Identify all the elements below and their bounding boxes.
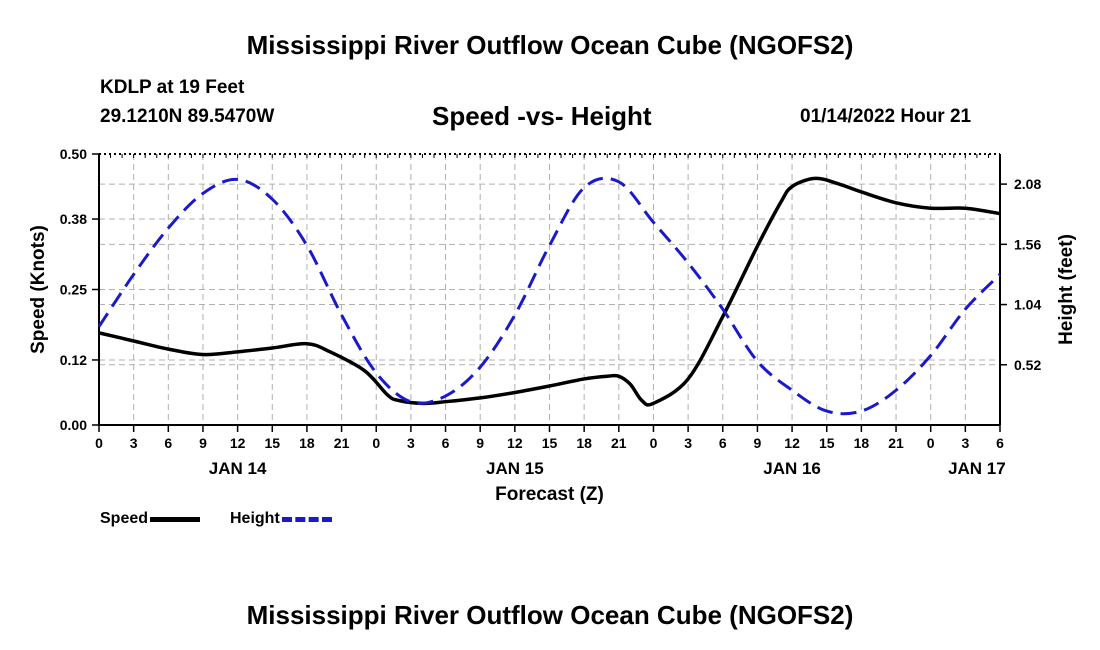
x-tick-label: 3 — [961, 435, 969, 451]
legend-height: Height — [230, 510, 332, 528]
coordinates-label: 29.1210N 89.5470W — [100, 106, 275, 127]
x-day-label: JAN 17 — [948, 459, 1006, 478]
x-tick-label: 3 — [684, 435, 692, 451]
legend-height-swatch — [281, 516, 332, 522]
x-tick-label: 9 — [199, 435, 207, 451]
x-tick-label: 9 — [476, 435, 484, 451]
station-label: KDLP at 19 Feet — [100, 77, 245, 98]
x-tick-label: 9 — [754, 435, 762, 451]
x-tick-label: 6 — [996, 435, 1004, 451]
series-line-speed — [98, 176, 1001, 407]
legend-speed: Speed — [100, 510, 201, 528]
y-axis-title-right: Height (feet) — [1056, 234, 1077, 345]
x-tick-label: 6 — [164, 435, 172, 451]
x-axis-title: Forecast (Z) — [495, 484, 604, 505]
y-tick-label-right: 1.04 — [1014, 297, 1041, 313]
y-axis-title-left: Speed (Knots) — [28, 225, 49, 354]
y-tick-label-right: 1.56 — [1014, 236, 1041, 252]
x-tick-label: 0 — [650, 435, 658, 451]
x-tick-label: 18 — [576, 435, 592, 451]
x-tick-label: 6 — [442, 435, 450, 451]
x-day-label: JAN 16 — [763, 459, 821, 478]
x-tick-label: 18 — [854, 435, 870, 451]
legend-speed-label: Speed — [100, 510, 149, 527]
x-tick-label: 12 — [507, 435, 523, 451]
y-tick-label-left: 0.25 — [60, 282, 87, 298]
x-tick-label: 12 — [784, 435, 800, 451]
y-tick-label-left: 0.00 — [60, 417, 87, 433]
x-tick-label: 15 — [819, 435, 835, 451]
x-tick-label: 15 — [264, 435, 280, 451]
x-tick-label: 6 — [719, 435, 727, 451]
x-tick-label: 15 — [542, 435, 558, 451]
x-tick-label: 3 — [407, 435, 415, 451]
y-tick-label-right: 2.08 — [1014, 176, 1041, 192]
x-tick-label: 21 — [611, 435, 627, 451]
legend-speed-swatch — [150, 516, 201, 522]
chart-subtitle: Speed -vs- Height — [432, 101, 652, 131]
x-day-label: JAN 14 — [209, 459, 267, 478]
y-tick-label-left: 0.50 — [60, 146, 87, 162]
footer-title: Mississippi River Outflow Ocean Cube (NG… — [246, 600, 854, 630]
legend-height-label: Height — [230, 510, 280, 527]
x-tick-label: 21 — [334, 435, 350, 451]
y-tick-label-left: 0.38 — [60, 211, 87, 227]
x-tick-label: 18 — [299, 435, 315, 451]
x-tick-label: 3 — [130, 435, 138, 451]
x-tick-label: 0 — [927, 435, 935, 451]
forecast-datetime: 01/14/2022 Hour 21 — [800, 106, 972, 127]
x-tick-label: 12 — [230, 435, 246, 451]
y-tick-label-right: 0.52 — [1014, 357, 1041, 373]
chart-title: Mississippi River Outflow Ocean Cube (NG… — [246, 30, 854, 60]
x-tick-label: 0 — [372, 435, 380, 451]
x-tick-label: 0 — [95, 435, 103, 451]
x-tick-label: 21 — [888, 435, 904, 451]
y-tick-label-left: 0.12 — [60, 352, 87, 368]
x-day-label: JAN 15 — [486, 459, 544, 478]
series-line-height — [97, 176, 1002, 416]
